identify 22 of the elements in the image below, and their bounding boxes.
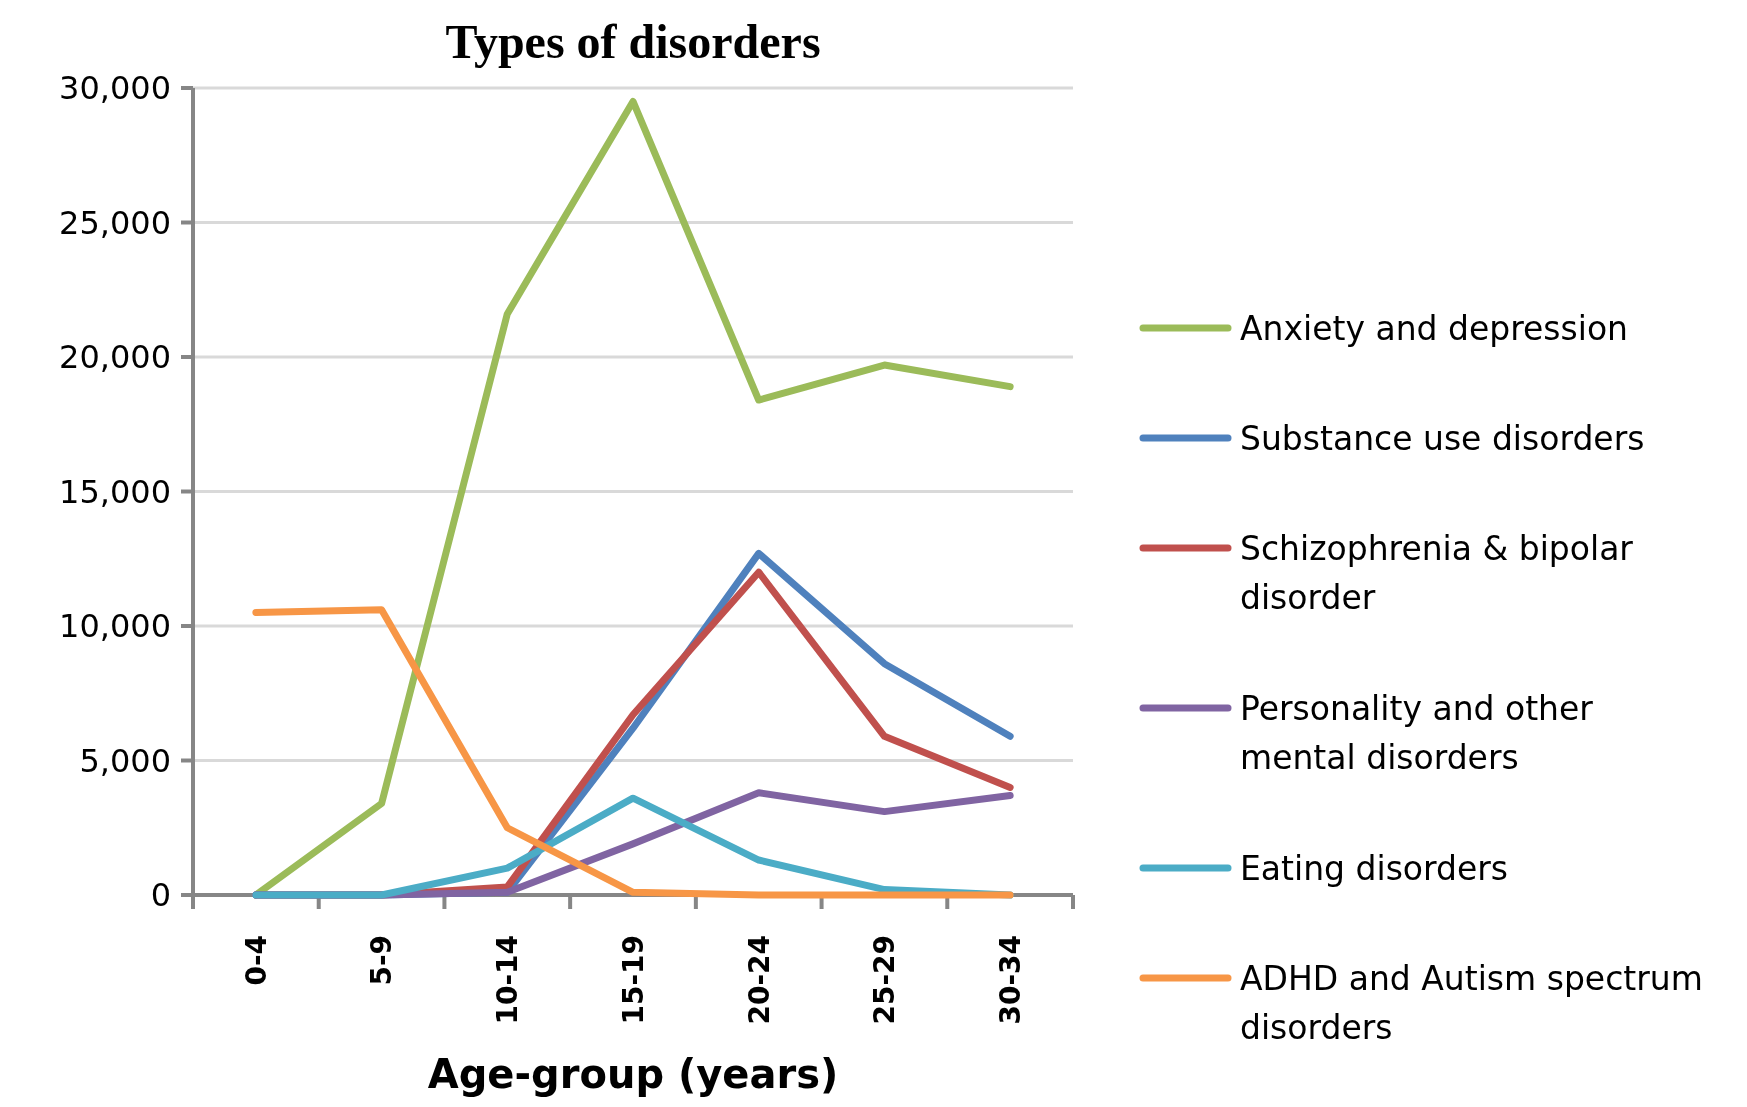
legend-label: Eating disorders (1240, 848, 1509, 888)
y-tick-label: 15,000 (59, 472, 171, 511)
y-tick-label: 30,000 (59, 69, 171, 108)
x-tick-label: 30-34 (993, 935, 1027, 1025)
y-tick-label: 25,000 (59, 203, 171, 242)
x-tick-label: 10-14 (491, 935, 525, 1025)
x-tick-label: 0-4 (239, 935, 273, 986)
y-tick-label: 0 (150, 876, 171, 915)
y-tick-label: 5,000 (79, 741, 171, 780)
legend-label: Substance use disorders (1240, 418, 1645, 458)
x-tick-label: 15-19 (616, 935, 650, 1025)
y-tick-label: 10,000 (59, 607, 171, 646)
x-tick-label: 5-9 (365, 935, 399, 986)
x-tick-label: 20-24 (742, 935, 776, 1025)
legend-label: Schizophrenia & bipolar disorder (1240, 528, 1634, 618)
legend-label: Anxiety and depression (1240, 308, 1629, 348)
y-tick-label: 20,000 (59, 338, 171, 377)
legend-label: ADHD and Autism spectrum disorders (1240, 958, 1703, 1048)
chart-title: Types of disorders (445, 15, 821, 68)
x-axis-title: Age-group (years) (427, 1051, 839, 1097)
x-tick-label: 25-29 (868, 935, 902, 1025)
legend-label: Personality and other mental disorders (1240, 688, 1594, 778)
